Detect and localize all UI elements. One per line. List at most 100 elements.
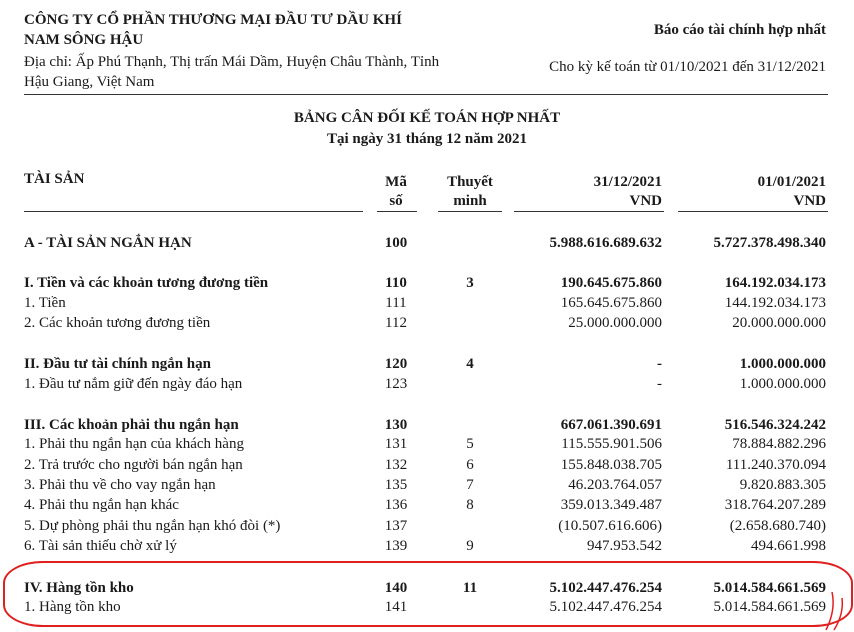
row-value-2020: 164.192.034.173 — [724, 275, 826, 291]
table-row: 6. Tài sản thiếu chờ xử lý 139 9 947.953.54… — [0, 537, 854, 555]
header-divider — [24, 94, 828, 95]
row-value-2021: 5.102.447.476.254 — [549, 580, 663, 596]
row-code: 140 — [384, 580, 408, 596]
row-note: 11 — [462, 580, 478, 596]
column-header-note: Thuyết — [447, 174, 493, 190]
row-code: 130 — [384, 417, 408, 433]
column-header-code-2: số — [389, 193, 403, 209]
row-label: 1. Đầu tư nắm giữ đến ngày đáo hạn — [24, 376, 243, 392]
column-header-2021: 31/12/2021 — [593, 174, 662, 190]
row-label: IV. Hàng tồn kho — [24, 580, 134, 596]
header-rule — [438, 211, 502, 212]
row-code: 112 — [385, 315, 407, 331]
company-name-line1: CÔNG TY CỔ PHẦN THƯƠNG MẠI ĐẦU TƯ DẦU KH… — [24, 12, 402, 28]
page-subtitle: Tại ngày 31 tháng 12 năm 2021 — [326, 131, 528, 147]
table-row: III. Các khoản phải thu ngắn hạn 130 667.0… — [0, 416, 854, 434]
column-header-note-2: minh — [453, 193, 487, 209]
report-type: Báo cáo tài chính hợp nhất — [653, 22, 826, 38]
row-value-2021: 46.203.764.057 — [568, 477, 662, 493]
row-label: A - TÀI SẢN NGẮN HẠN — [24, 235, 192, 251]
row-label: 1. Hàng tồn kho — [24, 599, 121, 615]
row-value-2020: 111.240.370.094 — [725, 457, 826, 473]
row-code: 111 — [385, 295, 407, 311]
table-row: 1. Phải thu ngắn hạn của khách hàng 131 5 1… — [0, 435, 854, 453]
header-rule — [24, 211, 363, 212]
column-header-2020-unit: VND — [793, 193, 827, 209]
header-rule — [377, 211, 417, 212]
row-note: 7 — [466, 477, 474, 493]
table-row: 3. Phải thu về cho vay ngắn hạn 135 7 46.20… — [0, 476, 854, 494]
row-value-2021: - — [657, 376, 662, 392]
row-value-2021: 190.645.675.860 — [560, 275, 662, 291]
row-value-2020: 9.820.883.305 — [739, 477, 826, 493]
row-note: 3 — [466, 275, 474, 291]
stamp-fragment — [825, 591, 844, 631]
row-value-2021: 165.645.675.860 — [560, 295, 662, 311]
row-label: 4. Phải thu ngắn hạn khác — [24, 497, 179, 513]
row-code: 132 — [384, 457, 408, 473]
address-line1: Địa chỉ: Ấp Phú Thạnh, Thị trấn Mái Dầm,… — [24, 54, 440, 70]
row-code: 139 — [384, 538, 408, 554]
row-value-2021: 5.988.616.689.632 — [549, 235, 663, 251]
table-row: 5. Dự phòng phải thu ngắn hạn khó đòi (*… — [0, 517, 854, 535]
row-value-2020: 5.014.584.661.569 — [713, 580, 827, 596]
column-header-assets: TÀI SẢN — [24, 171, 85, 187]
table-row: 1. Tiền 111 165.645.675.860 144.192.034.173 — [0, 294, 854, 312]
row-value-2020: (2.658.680.740) — [729, 518, 826, 534]
page-title: BẢNG CÂN ĐỐI KẾ TOÁN HỢP NHẤT — [293, 110, 561, 126]
row-code: 136 — [384, 497, 408, 513]
row-code: 135 — [384, 477, 408, 493]
row-value-2020: 5.014.584.661.569 — [713, 599, 827, 615]
row-value-2020: 494.661.998 — [751, 538, 826, 554]
row-label: 3. Phải thu về cho vay ngắn hạn — [24, 477, 216, 493]
table-row: A - TÀI SẢN NGẮN HẠN 100 5.988.616.689.632… — [0, 234, 854, 252]
row-label: 1. Tiền — [24, 295, 66, 311]
row-code: 100 — [384, 235, 408, 251]
row-label: 2. Các khoản tương đương tiền — [24, 315, 211, 331]
row-label: 2. Trả trước cho người bán ngắn hạn — [24, 457, 243, 473]
table-row: I. Tiền và các khoản tương đương tiền 110… — [0, 274, 854, 292]
row-value-2021: 667.061.390.691 — [560, 417, 662, 433]
row-code: 141 — [384, 599, 408, 615]
row-label: 6. Tài sản thiếu chờ xử lý — [24, 538, 177, 554]
row-code: 110 — [385, 275, 407, 291]
row-value-2020: 516.546.324.242 — [724, 417, 826, 433]
row-label: 5. Dự phòng phải thu ngắn hạn khó đòi (*… — [24, 518, 281, 534]
row-value-2021: 5.102.447.476.254 — [549, 599, 663, 615]
row-value-2021: 359.013.349.487 — [560, 497, 662, 513]
report-period: Cho kỳ kế toán từ 01/10/2021 đến 31/12/2… — [549, 59, 826, 75]
row-value-2021: 947.953.542 — [587, 538, 662, 554]
address-line2: Hậu Giang, Việt Nam — [24, 74, 155, 90]
table-row: 1. Đầu tư nắm giữ đến ngày đáo hạn 123 - 1.… — [0, 375, 854, 393]
row-code: 137 — [384, 518, 408, 534]
row-note: 4 — [466, 356, 474, 372]
row-value-2020: 78.884.882.296 — [732, 436, 826, 452]
row-value-2020: 5.727.378.498.340 — [713, 235, 827, 251]
highlight-ellipse — [3, 561, 853, 627]
header-rule — [514, 211, 664, 212]
row-code: 123 — [384, 376, 408, 392]
row-code: 131 — [384, 436, 408, 452]
row-value-2020: 144.192.034.173 — [724, 295, 826, 311]
row-value-2020: 20.000.000.000 — [732, 315, 826, 331]
row-code: 120 — [384, 356, 408, 372]
column-header-2020: 01/01/2021 — [757, 174, 826, 190]
row-label: III. Các khoản phải thu ngắn hạn — [24, 417, 239, 433]
row-value-2021: - — [657, 356, 662, 372]
table-row: 2. Trả trước cho người bán ngắn hạn 132 6 1… — [0, 456, 854, 474]
table-row: IV. Hàng tồn kho 140 11 5.102.447.476.254 5.… — [0, 579, 854, 597]
row-value-2021: 25.000.000.000 — [568, 315, 662, 331]
column-header-2021-unit: VND — [629, 193, 663, 209]
column-header-code: Mã — [385, 174, 407, 190]
row-label: II. Đầu tư tài chính ngắn hạn — [24, 356, 211, 372]
table-row: 1. Hàng tồn kho 141 5.102.447.476.254 5.014… — [0, 598, 854, 616]
row-value-2021: 115.555.901.506 — [561, 436, 662, 452]
table-row: 4. Phải thu ngắn hạn khác 136 8 359.013.349… — [0, 496, 854, 514]
row-value-2020: 1.000.000.000 — [739, 356, 826, 372]
row-value-2021: (10.507.616.606) — [558, 518, 662, 534]
row-note: 9 — [466, 538, 474, 554]
row-note: 6 — [466, 457, 474, 473]
row-value-2020: 318.764.207.289 — [724, 497, 826, 513]
row-label: 1. Phải thu ngắn hạn của khách hàng — [24, 436, 244, 452]
table-row: 2. Các khoản tương đương tiền 112 25.000.0… — [0, 314, 854, 332]
